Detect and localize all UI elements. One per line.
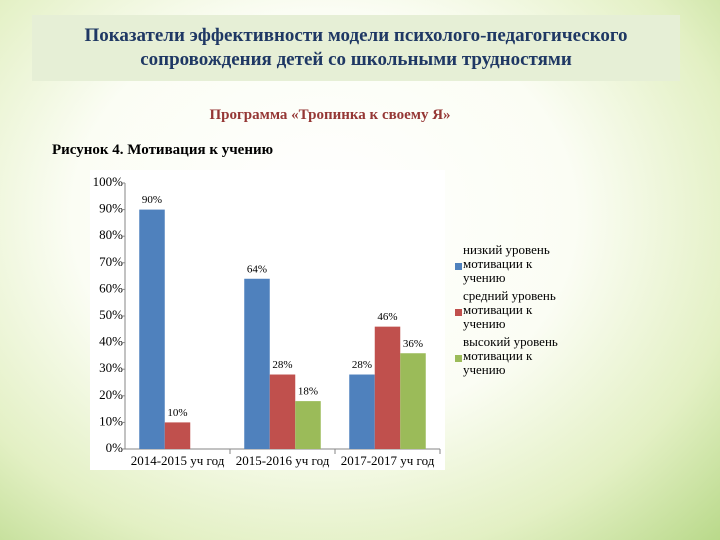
bar — [400, 353, 426, 449]
legend-label: высокий уровень мотивации к учению — [463, 334, 558, 377]
y-tick-label: 20% — [99, 387, 123, 402]
legend-swatch — [455, 263, 462, 270]
x-tick-label: 2015-2016 уч год — [236, 453, 330, 468]
bar — [164, 422, 191, 449]
y-tick-label: 80% — [99, 227, 123, 242]
y-tick-label: 0% — [106, 440, 124, 455]
y-tick-label: 30% — [99, 360, 123, 375]
x-tick-label: 2017-2017 уч год — [341, 453, 435, 468]
bar — [269, 374, 296, 449]
y-tick-label: 50% — [99, 307, 123, 322]
value-label: 46% — [377, 311, 397, 323]
caption: Рисунок 4. Мотивация к учению — [52, 142, 274, 158]
value-label: 10% — [167, 407, 187, 419]
y-tick-label: 70% — [99, 254, 123, 269]
y-tick-label: 10% — [99, 413, 123, 428]
x-tick-label: 2014-2015 уч год — [131, 453, 225, 468]
bar — [295, 401, 321, 449]
bar — [374, 326, 401, 449]
bar — [244, 278, 270, 449]
legend-label: низкий уровень мотивации к учению — [463, 242, 550, 285]
y-tick-label: 90% — [99, 201, 123, 216]
bar — [139, 209, 165, 449]
value-label: 90% — [142, 194, 162, 206]
y-tick-label: 100% — [93, 174, 124, 189]
legend-label: средний уровень мотивации к учению — [463, 288, 556, 331]
legend-swatch — [455, 355, 462, 362]
title: Показатели эффективности модели психолог… — [84, 25, 628, 70]
value-label: 36% — [403, 338, 423, 350]
y-tick-label: 60% — [99, 280, 123, 295]
bar — [349, 374, 375, 449]
value-label: 28% — [272, 359, 292, 371]
value-label: 18% — [298, 386, 318, 398]
title-box: Показатели эффективности модели психолог… — [32, 15, 680, 81]
legend-swatch — [455, 309, 462, 316]
value-label: 28% — [352, 359, 372, 371]
value-label: 64% — [247, 263, 267, 275]
y-tick-label: 40% — [99, 334, 123, 349]
subtitle: Программа «Тропинка к своему Я» — [209, 107, 451, 123]
